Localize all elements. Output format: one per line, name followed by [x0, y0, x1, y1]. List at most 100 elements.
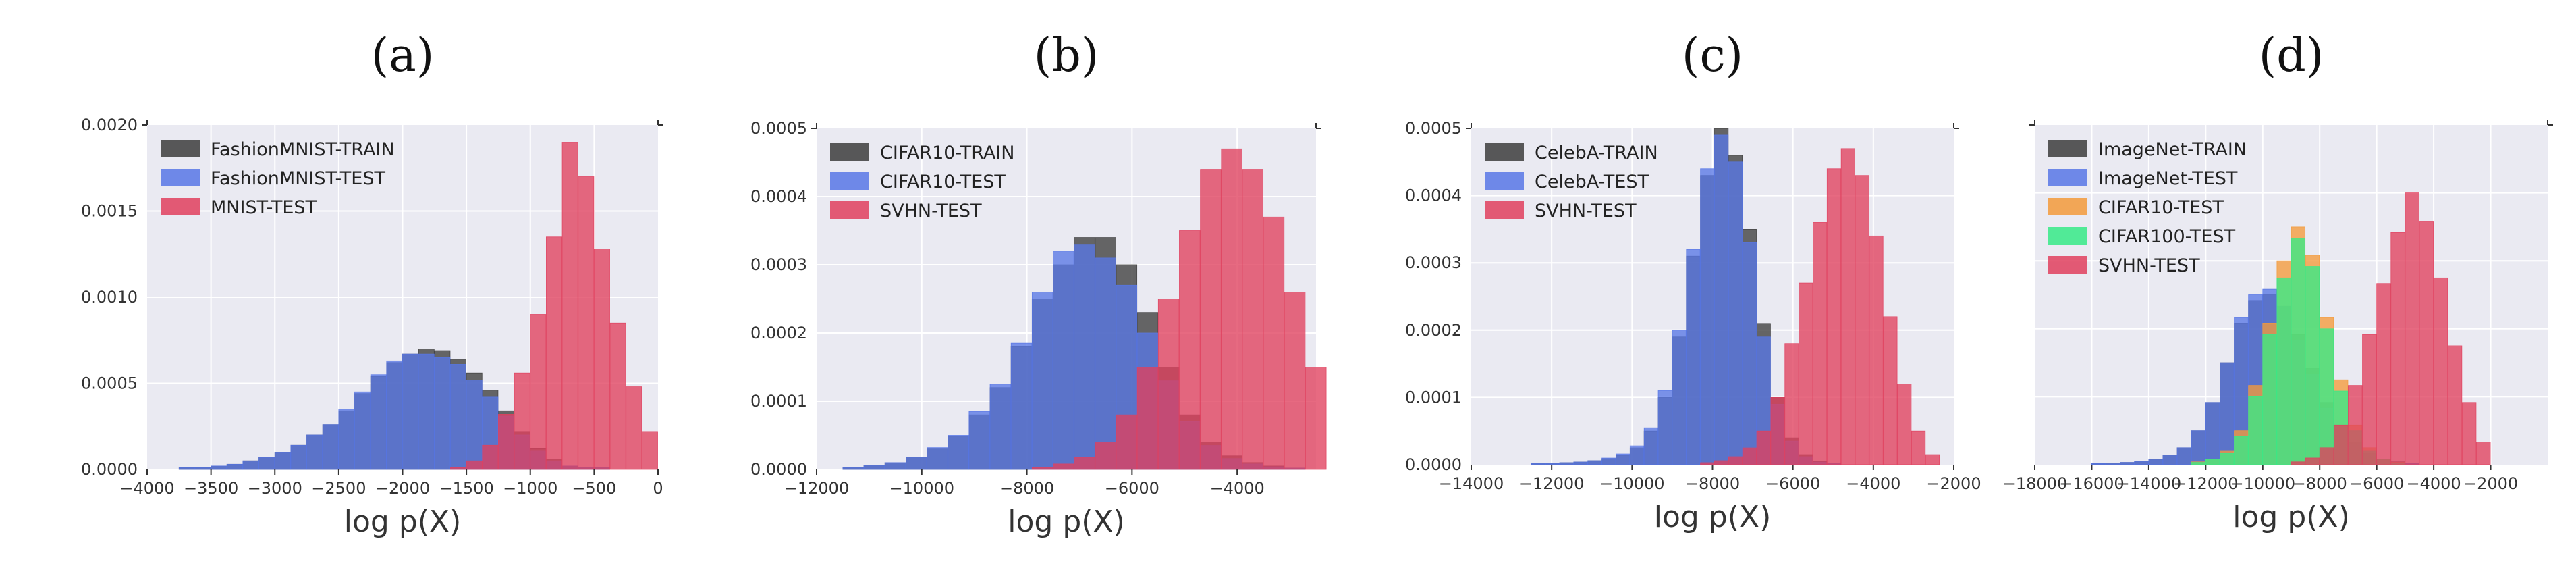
panel-b-bar: [927, 447, 948, 470]
panel-d-bar: [2205, 402, 2220, 465]
panel-b-bar: [1010, 342, 1033, 470]
panel-b-xtick-label: −6000: [1105, 479, 1159, 498]
panel-d-bar: [2220, 453, 2235, 465]
panel-d-legend-swatch: [2048, 140, 2087, 157]
panel-a-bar: [546, 236, 562, 470]
panel-c-bar: [1616, 453, 1630, 465]
panel-a-series-2: [450, 142, 658, 470]
panel-d-bar: [2319, 328, 2334, 465]
panel-c-legend-label: CelebA-TEST: [1535, 172, 1649, 192]
panel-d-bar: [2333, 424, 2349, 465]
panel-b-ytick-label: 0.0004: [750, 187, 807, 206]
panel-a-bar: [402, 353, 419, 470]
panel-b-bar: [1200, 169, 1222, 470]
panel-b-xtick-label: −12000: [784, 479, 849, 498]
panel-b-bar: [1095, 442, 1116, 470]
panel-a-bar: [418, 353, 435, 470]
panel-c-bar: [1770, 397, 1785, 465]
panel-a-ytick-label: 0.0015: [81, 202, 138, 221]
panel-c-bar: [1672, 330, 1687, 465]
panel-d-bar: [2262, 334, 2277, 465]
panel-c-legend-swatch: [1485, 143, 1524, 161]
panel-b-ytick-label: 0.0002: [750, 324, 807, 342]
panel-c-bar: [1657, 390, 1672, 465]
panel-c-series-2: [1700, 148, 1940, 465]
panel-c-bar: [1869, 235, 1884, 465]
panel-a-xtick-label: −1500: [439, 479, 494, 498]
panel-d-bar: [2162, 455, 2178, 465]
panel-a-bar: [593, 249, 610, 470]
panel-a-bar: [290, 444, 307, 470]
panel-b-ytick-label: 0.0005: [750, 119, 807, 138]
panel-d-legend-swatch: [2048, 198, 2087, 215]
panel-a-bar: [338, 409, 355, 470]
panel-c-legend-swatch: [1485, 172, 1524, 190]
panel-d-bar: [2176, 447, 2192, 465]
panel-a-xtick-label: −500: [572, 479, 616, 498]
panel-c-bar: [1700, 462, 1715, 465]
panel-a-xtick-label: −2000: [375, 479, 430, 498]
panel-a-bar: [641, 431, 658, 470]
panel-b-bar: [1136, 367, 1159, 470]
panel-d-bar: [2120, 462, 2135, 465]
panel-d-bar: [2362, 334, 2377, 465]
panel-a-ytick-label: 0.0000: [81, 460, 138, 479]
panel-a-xtick-label: 0: [653, 479, 663, 498]
panel-a-legend-swatch: [161, 198, 200, 215]
panel-a-legend-label: FashionMNIST-TEST: [211, 168, 385, 189]
panel-a-title: (a): [371, 29, 435, 82]
panel-d-bar: [2276, 277, 2291, 465]
panel-c-xtick-label: −8000: [1685, 474, 1740, 493]
panel-a-bar: [178, 467, 195, 470]
panel-b: (b) −12000 −10000 −8000 −6000 −4000 0.0000 0.00…: [750, 29, 1327, 539]
panel-b-legend-label: SVHN-TEST: [880, 201, 982, 222]
panel-d-title: (d): [2259, 29, 2324, 82]
panel-d-bar: [2148, 459, 2163, 465]
panel-c-ytick-label: 0.0000: [1405, 455, 1462, 474]
panel-a-xtick-label: −2500: [311, 479, 366, 498]
panel-a-bar: [386, 360, 403, 470]
panel-a-xtick-label: −3000: [248, 479, 302, 498]
panel-d-bar: [2205, 459, 2220, 465]
panel-c-bar: [1826, 168, 1842, 465]
panel-b-legend-swatch: [830, 143, 869, 161]
panel-d-legend: ImageNet-TRAIN ImageNet-TEST CIFAR10-TEST C…: [2048, 139, 2247, 276]
panel-b-bar: [1221, 148, 1242, 470]
panel-d-legend-label: ImageNet-TRAIN: [2098, 139, 2247, 160]
panel-b-bar: [1263, 216, 1285, 470]
panel-d-xtick-label: −4000: [2407, 474, 2461, 493]
panel-c-bar: [1883, 316, 1898, 465]
panel-d-bar: [2191, 462, 2206, 465]
panel-d-legend-label: ImageNet-TEST: [2098, 168, 2238, 189]
panel-a-xtick-label: −4000: [119, 479, 174, 498]
panel-c-bar: [1643, 427, 1658, 465]
panel-c-bar: [1756, 430, 1771, 465]
panel-b-bar: [1031, 467, 1053, 470]
panel-b-bar: [1179, 230, 1201, 470]
panel-a-bar: [498, 414, 514, 470]
panel-d-bar: [2376, 283, 2391, 465]
panel-d-legend-swatch: [2048, 169, 2087, 186]
panel-c-bar: [1714, 460, 1729, 465]
panel-c-bar: [1742, 447, 1757, 465]
panel-b-xlabel: log p(X): [1008, 505, 1124, 539]
panel-c-ytick-label: 0.0002: [1405, 321, 1462, 340]
panel-a-bar: [530, 314, 547, 470]
panel-b-legend-swatch: [830, 201, 869, 219]
panel-b-title: (b): [1034, 29, 1099, 82]
panel-c-bar: [1925, 454, 1940, 465]
panel-c-bar: [1587, 460, 1602, 465]
panel-b-legend-label: CIFAR10-TEST: [880, 172, 1006, 192]
panel-a-xtick-label: −3500: [184, 479, 238, 498]
panel-c-ytick-label: 0.0001: [1405, 388, 1462, 407]
panel-a-legend-label: FashionMNIST-TRAIN: [211, 139, 395, 160]
panel-d-xlabel: log p(X): [2232, 500, 2349, 534]
panel-d-bar: [2405, 192, 2419, 465]
panel-c-bar: [1784, 343, 1799, 465]
panel-d-xtick-label: −6000: [2349, 474, 2404, 493]
panel-c-bar: [1728, 161, 1743, 465]
panel-b-bar: [968, 411, 990, 470]
panel-b-xtick-label: −4000: [1210, 479, 1265, 498]
panel-a-bar: [194, 467, 211, 470]
panel-d-bar: [2305, 266, 2320, 465]
